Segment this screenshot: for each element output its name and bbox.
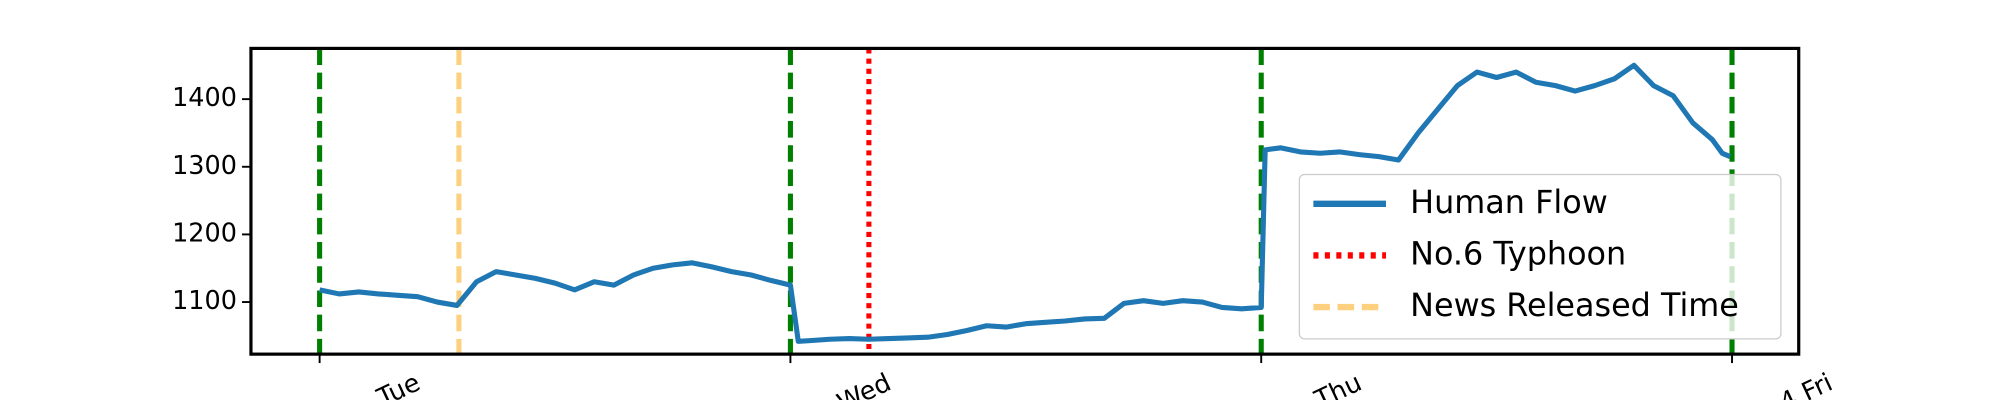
- legend-label: No.6 Typhoon: [1410, 234, 1626, 272]
- y-tick-label: 1100: [172, 286, 237, 316]
- legend-label: News Released Time: [1410, 286, 1739, 324]
- axes-frame: [249, 46, 1801, 356]
- x-tick-label: 4 Fri: [1775, 368, 1837, 400]
- legend-label: Human Flow: [1410, 183, 1608, 221]
- series-line: [319, 62, 1732, 344]
- x-tick-label: Thu: [1310, 368, 1367, 400]
- y-tick-label: 1400: [172, 83, 237, 113]
- x-tick-label: Tue: [372, 368, 425, 400]
- legend-box: [1298, 173, 1782, 340]
- y-tick-label: 1200: [172, 218, 237, 248]
- x-tick-label: Wed: [833, 368, 896, 400]
- plot-area: [317, 48, 1735, 355]
- y-tick-label: 1300: [172, 151, 237, 181]
